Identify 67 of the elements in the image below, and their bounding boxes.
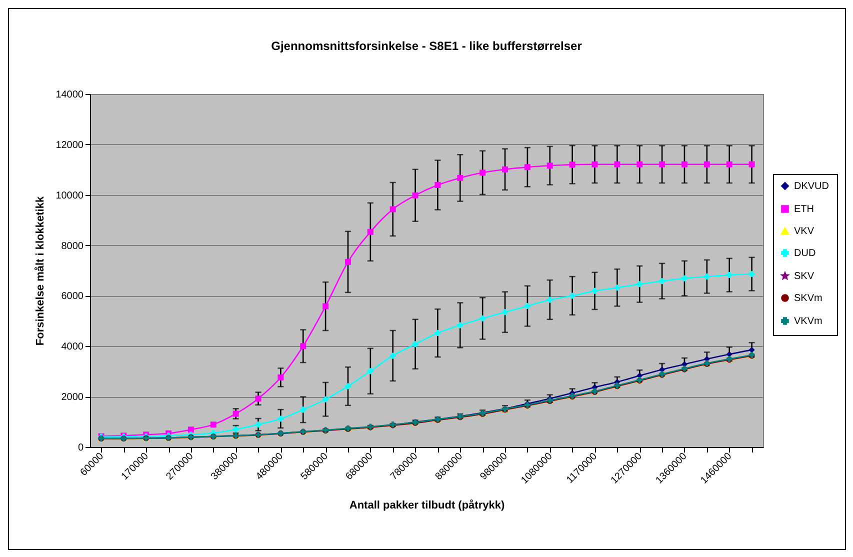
x-axis-title: Antall pakker tilbudt (påtrykk) <box>349 498 505 512</box>
y-tick-label: 10000 <box>56 190 84 202</box>
point <box>434 182 441 188</box>
point <box>524 303 530 310</box>
point <box>748 271 755 278</box>
point <box>726 161 732 168</box>
chart-title: Gjennomsnittsforsinkelse - S8E1 - like bufferstørrelser <box>271 39 582 53</box>
legend-label: DUD <box>794 248 816 259</box>
point <box>480 170 486 176</box>
y-tick-label: 4000 <box>61 342 84 353</box>
point <box>412 192 418 198</box>
point <box>748 161 755 168</box>
point <box>457 174 464 181</box>
point <box>592 288 598 294</box>
point <box>255 422 262 428</box>
point <box>300 406 306 413</box>
point <box>390 352 396 359</box>
y-axis-title: Forsinkelse målt i klokketikk <box>34 196 47 346</box>
point <box>367 368 374 374</box>
point <box>659 161 666 168</box>
point <box>502 309 508 316</box>
point <box>524 164 530 170</box>
y-tick-label: 14000 <box>56 90 84 100</box>
point <box>546 296 553 303</box>
point <box>300 343 306 350</box>
point <box>659 278 666 284</box>
y-tick-label: 6000 <box>61 291 84 302</box>
point <box>457 322 464 328</box>
y-tick-label: 12000 <box>56 140 84 151</box>
point <box>569 292 576 299</box>
point <box>636 281 643 288</box>
point <box>502 166 508 172</box>
y-tick-label: 0 <box>78 442 84 454</box>
point <box>704 161 710 168</box>
point <box>412 341 418 348</box>
point <box>210 422 216 428</box>
point <box>390 206 396 212</box>
legend-label: SKV <box>794 271 814 282</box>
legend-label: VKV <box>794 226 814 237</box>
point <box>344 258 351 265</box>
point <box>255 396 262 402</box>
point <box>636 161 643 168</box>
point <box>278 416 284 422</box>
legend-label: VKVm <box>794 316 822 327</box>
point <box>188 426 194 433</box>
y-tick-label: 8000 <box>61 240 84 252</box>
point <box>232 410 239 417</box>
point <box>322 303 329 310</box>
point <box>367 228 374 235</box>
point <box>681 275 688 282</box>
point <box>569 162 576 168</box>
y-tick-label: 2000 <box>61 392 84 404</box>
point <box>278 374 284 380</box>
point <box>726 272 732 278</box>
point <box>322 396 329 402</box>
point <box>480 315 486 322</box>
point <box>614 284 620 291</box>
point <box>344 383 351 390</box>
point <box>681 161 688 168</box>
legend-label: ETH <box>794 204 814 215</box>
point <box>704 274 710 280</box>
legend-label: DKVUD <box>794 181 830 192</box>
point <box>434 330 441 336</box>
point <box>546 162 553 169</box>
point <box>614 161 620 168</box>
point <box>592 161 598 168</box>
legend-label: SKVm <box>794 293 822 304</box>
